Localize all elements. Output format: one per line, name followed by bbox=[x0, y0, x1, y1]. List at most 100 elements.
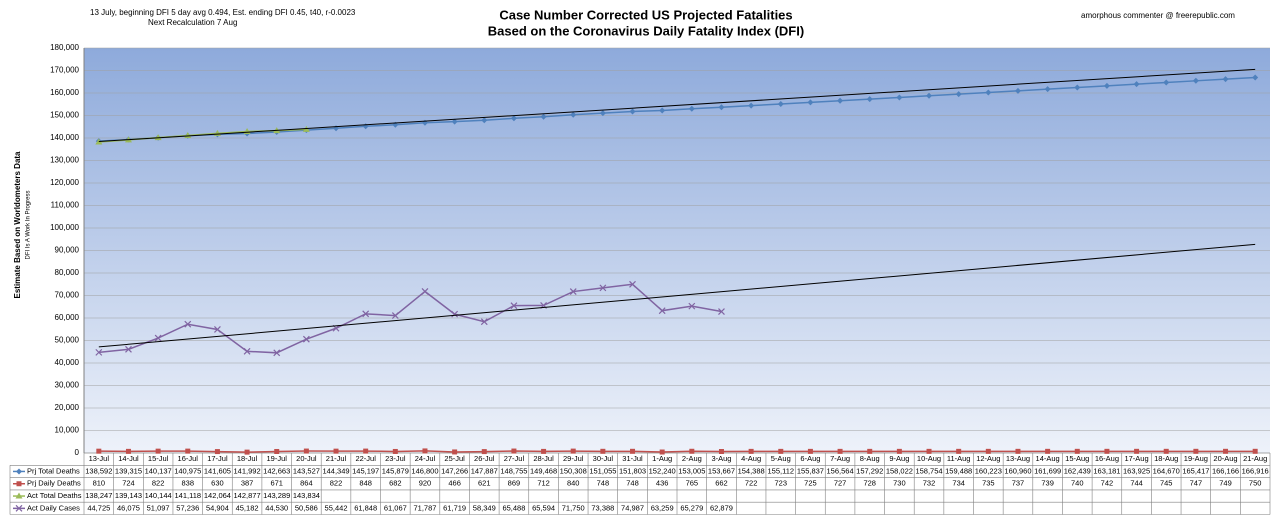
y-tick-label: 80,000 bbox=[55, 268, 80, 277]
x-tick-label: 30-Jul bbox=[593, 454, 614, 463]
x-tick-label: 27-Jul bbox=[504, 454, 525, 463]
y-tick-label: 120,000 bbox=[50, 178, 79, 187]
table-cell: 682 bbox=[389, 479, 402, 488]
marker bbox=[1252, 74, 1259, 81]
marker bbox=[184, 320, 192, 328]
x-tick-label: 18-Aug bbox=[1154, 454, 1178, 463]
marker bbox=[718, 449, 724, 455]
table-cell: 141,118 bbox=[174, 491, 201, 500]
x-tick-label: 19-Aug bbox=[1184, 454, 1208, 463]
table-cell: 71,750 bbox=[562, 503, 585, 512]
marker bbox=[1133, 81, 1140, 88]
table-cell: 864 bbox=[300, 479, 313, 488]
chart-title: Case Number Corrected US Projected Fatal… bbox=[499, 7, 792, 22]
y-tick-label: 40,000 bbox=[55, 358, 80, 367]
marker bbox=[599, 284, 607, 292]
x-tick-label: 6-Aug bbox=[800, 454, 820, 463]
table-cell: 140,975 bbox=[174, 466, 201, 475]
marker bbox=[244, 449, 250, 455]
series-line bbox=[98, 450, 1256, 453]
x-tick-label: 13-Jul bbox=[89, 454, 110, 463]
trendline bbox=[98, 243, 1256, 348]
table-cell: 142,663 bbox=[263, 466, 290, 475]
table-cell: 735 bbox=[982, 479, 995, 488]
y-tick-label: 180,000 bbox=[50, 43, 79, 52]
marker bbox=[866, 96, 873, 103]
y-tick-label: 130,000 bbox=[50, 156, 79, 165]
table-cell: 712 bbox=[537, 479, 550, 488]
legend-label: Prj Daily Deaths bbox=[27, 479, 81, 488]
x-tick-label: 13-Aug bbox=[1006, 454, 1030, 463]
marker bbox=[1103, 82, 1110, 89]
marker bbox=[510, 302, 518, 310]
table-cell: 722 bbox=[745, 479, 758, 488]
table-cell: 45,182 bbox=[236, 503, 259, 512]
table-cell: 71,787 bbox=[413, 503, 436, 512]
marker bbox=[570, 448, 576, 454]
x-tick-label: 23-Jul bbox=[385, 454, 406, 463]
x-tick-label: 24-Jul bbox=[415, 454, 436, 463]
table-cell: 166,166 bbox=[1212, 466, 1239, 475]
marker bbox=[630, 448, 636, 454]
table-cell: 73,388 bbox=[591, 503, 614, 512]
y-tick-label: 160,000 bbox=[50, 88, 79, 97]
marker bbox=[748, 102, 755, 109]
table-cell: 728 bbox=[863, 479, 876, 488]
marker bbox=[125, 448, 131, 454]
table-cell: 662 bbox=[715, 479, 728, 488]
table-cell: 149,468 bbox=[530, 466, 557, 475]
table-cell: 164,670 bbox=[1153, 466, 1180, 475]
table-cell: 150,308 bbox=[560, 466, 587, 475]
table-cell: 61,719 bbox=[443, 503, 466, 512]
table-cell: 58,349 bbox=[473, 503, 496, 512]
table-cell: 65,279 bbox=[680, 503, 703, 512]
table-cell: 152,240 bbox=[649, 466, 676, 475]
table-cell: 671 bbox=[270, 479, 283, 488]
x-tick-label: 17-Aug bbox=[1124, 454, 1148, 463]
table-cell: 621 bbox=[478, 479, 491, 488]
table-cell: 163,181 bbox=[1093, 466, 1120, 475]
marker bbox=[955, 91, 962, 98]
marker bbox=[421, 288, 429, 295]
marker bbox=[570, 111, 577, 118]
x-tick-label: 20-Aug bbox=[1213, 454, 1237, 463]
y-tick-label: 70,000 bbox=[55, 291, 80, 300]
x-tick-label: 9-Aug bbox=[889, 454, 909, 463]
x-tick-label: 26-Jul bbox=[474, 454, 495, 463]
marker bbox=[658, 307, 666, 315]
marker bbox=[480, 318, 488, 326]
marker bbox=[896, 448, 902, 454]
marker bbox=[926, 448, 932, 454]
x-tick-label: 14-Aug bbox=[1036, 454, 1060, 463]
table-cell: 74,987 bbox=[621, 503, 644, 512]
table-cell: 162,439 bbox=[1064, 466, 1091, 475]
table-cell: 61,067 bbox=[384, 503, 407, 512]
marker bbox=[1223, 448, 1229, 454]
marker bbox=[481, 117, 488, 124]
marker bbox=[15, 504, 23, 512]
marker bbox=[333, 448, 339, 454]
table-cell: 740 bbox=[1071, 479, 1084, 488]
table-cell: 142,877 bbox=[234, 491, 261, 500]
table-cell: 46,075 bbox=[117, 503, 140, 512]
table-cell: 44,725 bbox=[87, 503, 110, 512]
marker bbox=[125, 345, 132, 353]
marker bbox=[1014, 87, 1021, 94]
marker bbox=[511, 448, 517, 454]
legend-label: Act Total Deaths bbox=[27, 491, 82, 500]
marker bbox=[1252, 448, 1258, 454]
table-cell: 732 bbox=[923, 479, 936, 488]
marker bbox=[599, 110, 606, 117]
marker bbox=[837, 97, 844, 104]
x-tick-label: 22-Jul bbox=[355, 454, 376, 463]
marker bbox=[303, 448, 309, 454]
table-cell: 142,064 bbox=[204, 491, 231, 500]
marker bbox=[274, 448, 280, 454]
marker bbox=[155, 448, 161, 454]
table-cell: 723 bbox=[775, 479, 788, 488]
marker bbox=[807, 99, 814, 106]
table-cell: 61,848 bbox=[354, 503, 377, 512]
table-cell: 138,592 bbox=[85, 466, 112, 475]
table-cell: 156,564 bbox=[827, 466, 854, 475]
